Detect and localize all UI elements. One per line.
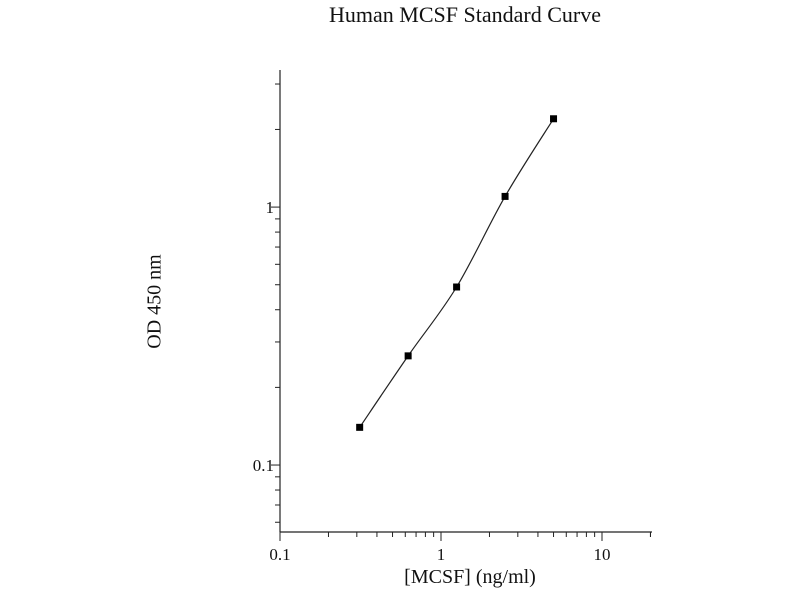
x-tick-label: 1 — [437, 545, 446, 564]
chart-title-text: Human MCSF Standard Curve — [329, 2, 601, 27]
x-axis-label: [MCSF] (ng/ml) — [404, 566, 536, 588]
series-line — [359, 118, 555, 428]
data-points — [356, 115, 558, 431]
data-point — [404, 352, 412, 360]
axes — [279, 70, 652, 533]
chart-title: Human MCSF Standard Curve — [0, 2, 800, 28]
curve — [359, 118, 555, 428]
x-tick-label: 0.1 — [269, 545, 290, 564]
data-point — [453, 283, 461, 291]
y-tick-label: 0.1 — [253, 456, 274, 475]
y-tick-label: 1 — [266, 198, 275, 217]
data-point — [550, 115, 558, 123]
ticks: 0.1 1 10 0.1 1 — [253, 83, 651, 564]
data-point — [501, 192, 509, 200]
data-point — [356, 423, 364, 431]
x-tick-label: 10 — [594, 545, 611, 564]
